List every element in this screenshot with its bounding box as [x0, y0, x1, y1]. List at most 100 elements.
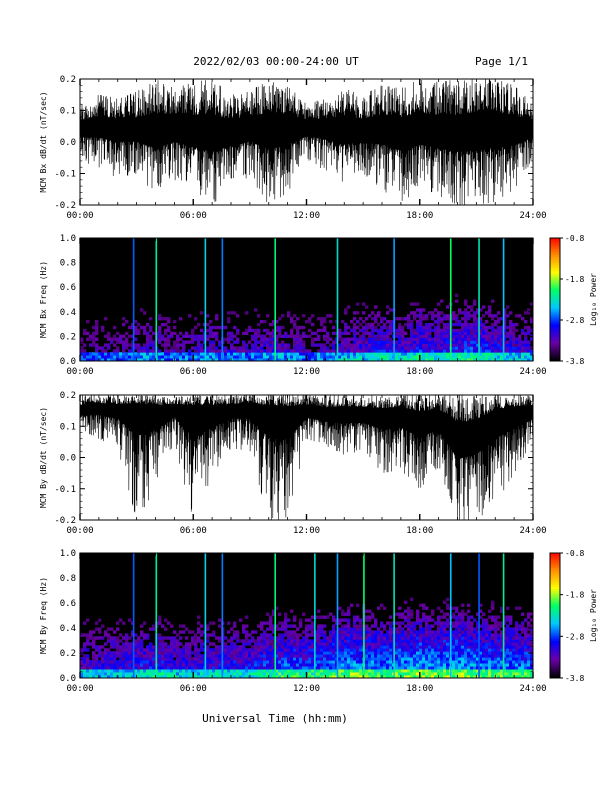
spectral-line — [132, 238, 135, 361]
spectrogram-cell — [254, 337, 258, 341]
spectrogram-cell — [356, 654, 360, 658]
spectrogram-cell — [485, 639, 489, 643]
spectrogram-cell — [311, 660, 315, 664]
spectrogram-cell — [353, 355, 357, 359]
spectrogram-cell — [173, 672, 177, 676]
spectrogram-cell — [284, 633, 288, 637]
spectrogram-cell — [146, 322, 150, 327]
spectrogram-cell — [443, 642, 447, 646]
spectrogram-cell — [95, 669, 99, 673]
spectrogram-cell — [176, 669, 180, 673]
spectrogram-cell — [338, 334, 342, 338]
spectrogram-cell — [461, 633, 465, 637]
spectrogram-cell — [470, 672, 474, 676]
spectrogram-cell — [332, 352, 336, 356]
spectrogram-cell — [419, 633, 423, 637]
spectrogram-cell — [473, 648, 477, 652]
spectrogram-cell — [518, 660, 522, 664]
spectrogram-cell — [257, 645, 261, 649]
spectrogram-cell — [407, 325, 411, 330]
spectrogram-cell — [374, 343, 378, 347]
spectrogram-cell — [272, 612, 276, 616]
spectrogram-cell — [515, 639, 519, 643]
spectrogram-cell — [263, 630, 267, 634]
spectrogram-cell — [440, 654, 444, 658]
spectrogram-cell — [365, 633, 369, 637]
spectrogram-cell — [455, 328, 459, 333]
spectrogram-cell — [407, 615, 411, 619]
spectrogram-cell — [272, 654, 276, 658]
spectrogram-cell — [152, 627, 156, 631]
spectrogram-cell — [371, 352, 375, 356]
spectrogram-cell — [200, 639, 204, 643]
spectrogram-cell — [209, 334, 213, 338]
colorbar-segment — [550, 575, 560, 579]
spectrogram-cell — [224, 648, 228, 652]
spectrogram-cell — [119, 657, 123, 661]
spectrogram-cell — [476, 340, 480, 344]
spectrogram-cell — [206, 669, 210, 673]
spectrogram-cell — [419, 325, 423, 330]
spectrogram-cell — [386, 675, 390, 679]
spectrogram-cell — [98, 651, 102, 655]
spectrogram-cell — [434, 654, 438, 658]
spectrogram-cell — [482, 651, 486, 655]
spectrogram-cell — [380, 325, 384, 330]
spectrogram-cell — [275, 645, 279, 649]
spectrogram-cell — [113, 642, 117, 646]
spectrogram-cell — [158, 355, 162, 359]
spectrogram-cell — [458, 334, 462, 338]
spectrogram-cell — [497, 639, 501, 643]
spectrogram-cell — [452, 337, 456, 341]
spectrogram-cell — [452, 669, 456, 673]
spectrogram-cell — [323, 317, 327, 321]
spectrogram-cell — [428, 358, 432, 362]
spectrogram-cell — [386, 642, 390, 646]
spectrogram-cell — [515, 352, 519, 356]
spectrogram-cell — [503, 615, 507, 619]
spectrogram-cell — [407, 320, 411, 324]
spectrogram-cell — [320, 663, 324, 667]
spectrogram-cell — [515, 666, 519, 670]
spectrogram-cell — [140, 633, 144, 637]
spectrogram-cell — [353, 328, 357, 333]
spectrogram-cell — [290, 648, 294, 652]
spectrogram-cell — [470, 648, 474, 652]
spectrogram-cell — [404, 352, 408, 356]
spectrogram-cell — [515, 349, 519, 353]
spectrogram-cell — [395, 328, 399, 333]
spectrogram-cell — [323, 636, 327, 640]
spectrogram-cell — [404, 651, 408, 655]
spectrogram-cell — [143, 621, 147, 625]
spectrogram-cell — [488, 633, 492, 637]
spectrogram-cell — [128, 343, 132, 347]
spectrogram-cell — [518, 666, 522, 670]
spectrogram-cell — [467, 660, 471, 664]
spectrogram-cell — [494, 331, 498, 336]
spectrogram-cell — [398, 352, 402, 356]
spectrogram-cell — [122, 675, 126, 679]
spectrogram-cell — [434, 314, 438, 318]
spectrogram-cell — [521, 672, 525, 676]
spectrogram-cell — [257, 669, 261, 673]
spectrogram-cell — [338, 352, 342, 356]
spectrogram-cell — [500, 666, 504, 670]
spectrogram-cell — [80, 672, 84, 676]
spectrogram-cell — [287, 618, 291, 622]
spectrogram-cell — [269, 618, 273, 622]
spectrogram-cell — [311, 322, 315, 327]
spectrogram-cell — [482, 672, 486, 676]
spectrogram-cell — [473, 358, 477, 362]
spectrogram-cell — [275, 651, 279, 655]
spectrogram-cell — [269, 639, 273, 643]
spectrogram-cell — [89, 663, 93, 667]
spectrogram-cell — [284, 642, 288, 646]
spectrogram-cell — [326, 636, 330, 640]
spectrogram-cell — [455, 346, 459, 350]
spectrogram-cell — [461, 311, 465, 315]
spectrogram-cell — [101, 328, 105, 333]
spectrogram-cell — [302, 314, 306, 318]
spectrogram-cell — [347, 325, 351, 330]
spectrogram-cell — [416, 331, 420, 336]
